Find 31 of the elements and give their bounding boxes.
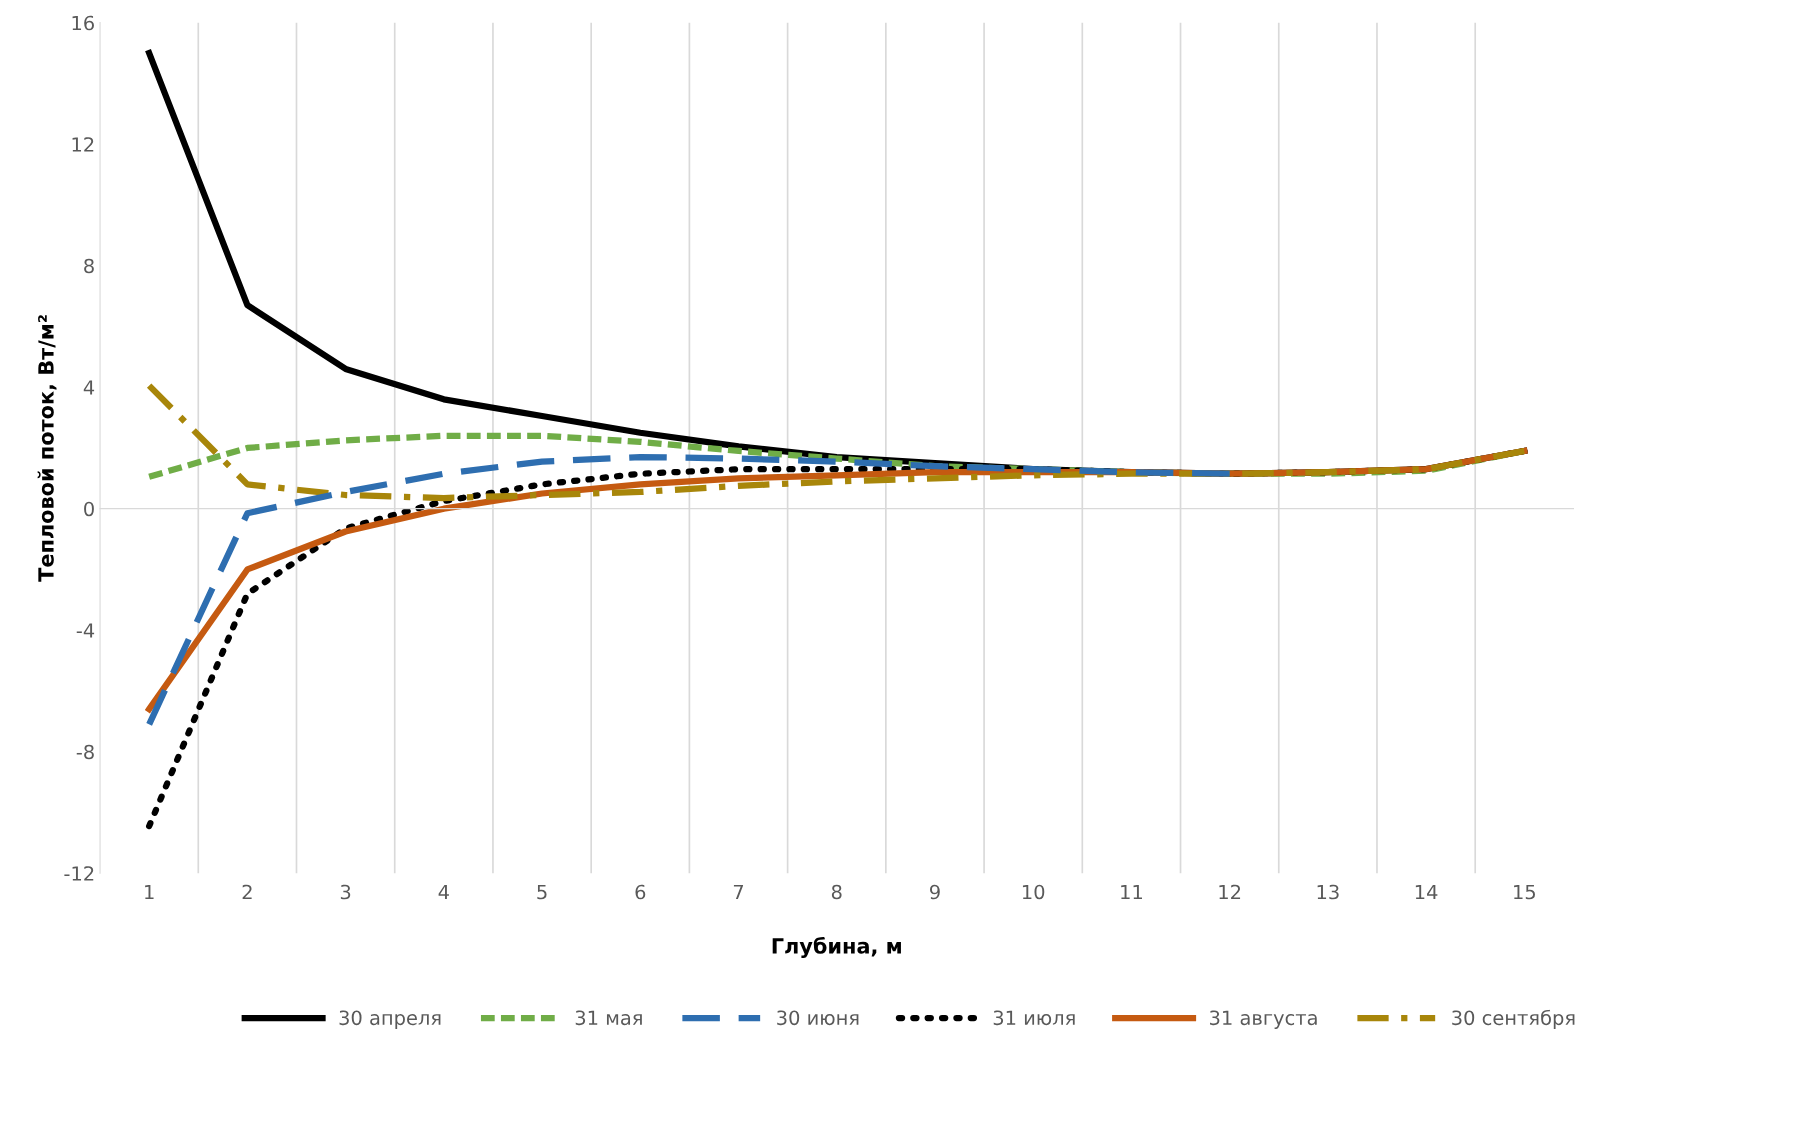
x-tick-label: 11: [1121, 884, 1142, 900]
x-tick-label: 2: [242, 884, 252, 900]
x-tick-label: 3: [340, 884, 351, 900]
x-tick-label: 13: [1317, 884, 1339, 900]
legend-label: 31 июля: [993, 1010, 1075, 1026]
legend-label: 31 августа: [1210, 1010, 1317, 1029]
x-tick-label: 9: [930, 884, 940, 900]
x-axis-title: Глубина, м: [772, 936, 901, 958]
y-tick-label: -4: [76, 623, 95, 638]
legend-label: 30 сентября: [1452, 1009, 1575, 1029]
y-tick-label: -8: [76, 744, 94, 760]
x-tick-label: 1: [145, 884, 154, 900]
x-tick-label: 12: [1219, 884, 1241, 900]
x-tick-label: 14: [1415, 884, 1438, 900]
legend-label: 31 мая: [575, 1010, 642, 1026]
y-tick-label: -12: [64, 866, 94, 881]
x-tick-label: 15: [1514, 884, 1535, 900]
y-tick-label: 16: [72, 15, 94, 31]
x-tick-label: 10: [1022, 884, 1045, 900]
legend-label: 30 июня: [777, 1010, 859, 1026]
x-tick-label: 4: [438, 884, 449, 900]
x-tick-label: 7: [733, 884, 744, 900]
legend-label: 30 апреля: [339, 1010, 441, 1029]
y-tick-label: 12: [72, 137, 94, 152]
y-axis-title: Тепловой поток, Вт/м²: [37, 315, 57, 582]
x-tick-label: 8: [831, 884, 842, 900]
x-tick-label: 6: [635, 884, 646, 900]
y-tick-label: 4: [83, 380, 95, 395]
y-tick-label: 0: [84, 501, 94, 517]
y-tick-label: 8: [84, 258, 94, 274]
x-tick-label: 5: [537, 884, 547, 900]
